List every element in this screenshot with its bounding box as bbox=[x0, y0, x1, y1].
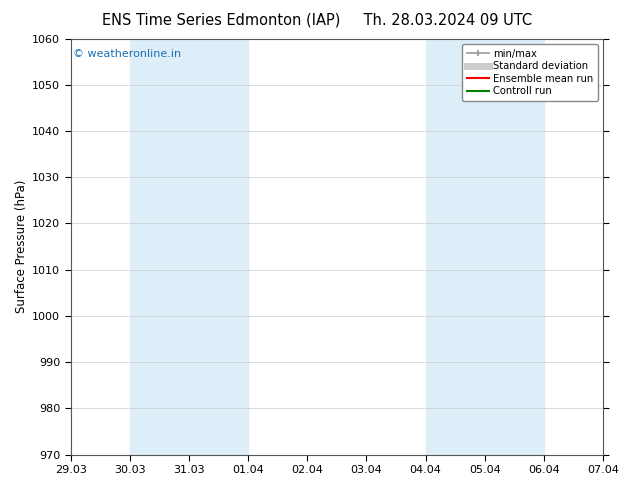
Bar bbox=[130, 39, 248, 455]
Bar bbox=[425, 39, 544, 455]
Text: ENS Time Series Edmonton (IAP)     Th. 28.03.2024 09 UTC: ENS Time Series Edmonton (IAP) Th. 28.03… bbox=[102, 12, 532, 27]
Text: © weatheronline.in: © weatheronline.in bbox=[74, 49, 181, 59]
Y-axis label: Surface Pressure (hPa): Surface Pressure (hPa) bbox=[15, 180, 28, 313]
Legend: min/max, Standard deviation, Ensemble mean run, Controll run: min/max, Standard deviation, Ensemble me… bbox=[462, 44, 598, 101]
